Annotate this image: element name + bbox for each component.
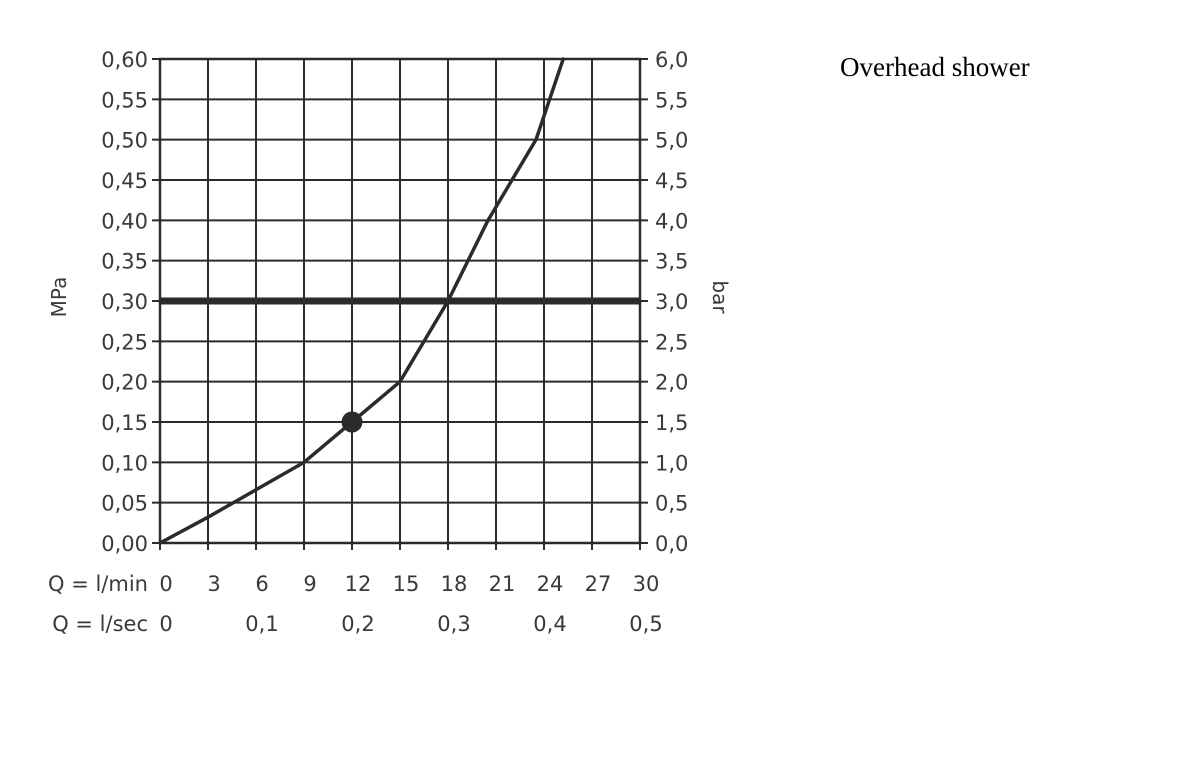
x-lsec-tick-label: 0 <box>159 612 172 636</box>
y-left-tick-label: 0,55 <box>101 88 148 112</box>
y-left-tick-label: 0,50 <box>101 129 148 153</box>
y-right-tick-label: 2,5 <box>655 330 688 354</box>
x-lsec-tick-label: 0,2 <box>341 612 374 636</box>
x-lsec-tick-label: 0,5 <box>629 612 662 636</box>
y-left-tick-label: 0,10 <box>101 451 148 475</box>
y-right-tick-label: 1,0 <box>655 451 688 475</box>
y-left-tick-label: 0,60 <box>101 48 148 72</box>
y-right-axis-title: bar <box>708 280 732 314</box>
x-lmin-tick-label: 27 <box>585 572 612 596</box>
x-lmin-tick-label: 15 <box>393 572 420 596</box>
y-right-tick-label: 3,5 <box>655 250 688 274</box>
chart-side-title: Overhead shower <box>840 52 1030 82</box>
y-left-tick-label: 0,15 <box>101 411 148 435</box>
y-right-tick-label: 2,0 <box>655 371 688 395</box>
y-right-tick-label: 5,5 <box>655 88 688 112</box>
y-left-tick-label: 0,30 <box>101 290 148 314</box>
x-lmin-tick-label: 3 <box>207 572 220 596</box>
y-right-tick-label: 4,0 <box>655 209 688 233</box>
x-lmin-tick-label: 6 <box>255 572 268 596</box>
y-left-axis-title: MPa <box>47 277 71 318</box>
x-lmin-tick-label: 21 <box>489 572 516 596</box>
y-right-tick-label: 1,5 <box>655 411 688 435</box>
x-lmin-tick-label: 24 <box>537 572 564 596</box>
y-right-tick-label: 4,5 <box>655 169 688 193</box>
y-left-tick-label: 0,05 <box>101 492 148 516</box>
x-lmin-tick-label: 12 <box>345 572 372 596</box>
x-lmin-tick-label: 18 <box>441 572 468 596</box>
x-row1-label: Q = l/min <box>48 572 148 596</box>
x-row2-label: Q = l/sec <box>52 612 148 636</box>
x-lsec-tick-label: 0,4 <box>533 612 566 636</box>
x-lmin-tick-label: 9 <box>303 572 316 596</box>
y-right-tick-label: 6,0 <box>655 48 688 72</box>
x-lmin-tick-label: 30 <box>633 572 660 596</box>
flow-curve <box>158 57 565 545</box>
x-lmin-tick-label: 0 <box>159 572 172 596</box>
y-left-tick-label: 0,25 <box>101 330 148 354</box>
marker-point <box>341 411 363 433</box>
x-lsec-tick-label: 0,3 <box>437 612 470 636</box>
y-left-tick-label: 0,20 <box>101 371 148 395</box>
y-right-tick-label: 0,5 <box>655 492 688 516</box>
y-right-tick-label: 5,0 <box>655 129 688 153</box>
y-right-tick-label: 0,0 <box>655 532 688 556</box>
y-left-tick-label: 0,45 <box>101 169 148 193</box>
y-right-tick-label: 3,0 <box>655 290 688 314</box>
y-left-tick-label: 0,00 <box>101 532 148 556</box>
y-left-tick-label: 0,40 <box>101 209 148 233</box>
x-lsec-tick-label: 0,1 <box>245 612 278 636</box>
y-left-tick-label: 0,35 <box>101 250 148 274</box>
